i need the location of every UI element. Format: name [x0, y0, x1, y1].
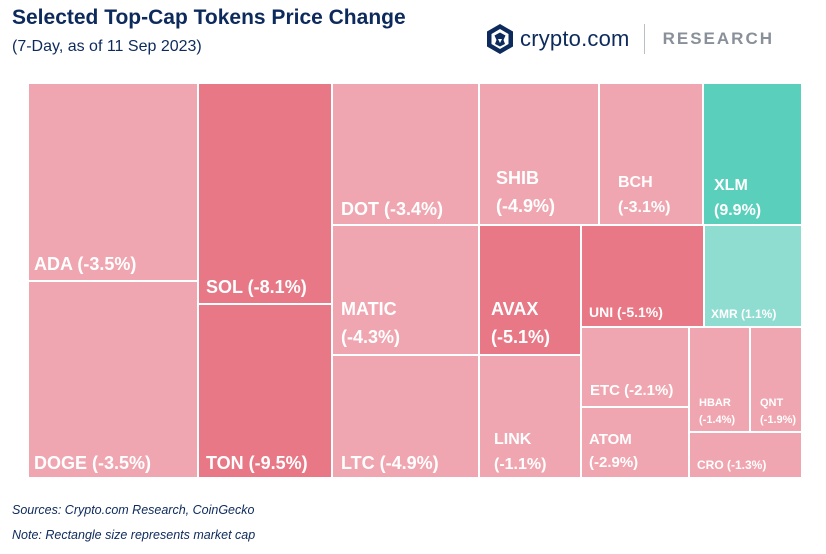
- treemap-cell-doge: [27, 280, 199, 479]
- treemap-label-dot: DOT (-3.4%): [341, 199, 443, 219]
- treemap-label-ada: ADA (-3.5%): [34, 254, 136, 274]
- brand-header: crypto.com RESEARCH: [486, 22, 774, 56]
- treemap-cell-xlm: [702, 82, 803, 226]
- crypto-com-lion-shield-icon: [487, 24, 513, 54]
- treemap-cell-bch: [598, 82, 704, 226]
- treemap-label-avax: AVAX (-5.1%): [491, 299, 550, 347]
- treemap-cell-qnt: [749, 326, 803, 433]
- treemap-label-ton: TON (-9.5%): [206, 453, 308, 473]
- treemap-label-hbar: HBAR (-1.4%): [699, 397, 735, 426]
- treemap-label-matic: MATIC (-4.3%): [341, 299, 400, 347]
- treemap-cell-ada: [27, 82, 199, 282]
- treemap-label-uni: UNI (-5.1%): [589, 304, 663, 320]
- treemap-cell-avax: [478, 224, 582, 356]
- treemap-cell-cro: [688, 431, 803, 479]
- chart-title: Selected Top-Cap Tokens Price Change: [12, 6, 406, 29]
- treemap-label-shib: SHIB (-4.9%): [496, 168, 555, 216]
- treemap-cell-shib: [478, 82, 600, 226]
- treemap-cell-ltc: [331, 354, 480, 479]
- treemap-cell-xmr: [703, 224, 803, 328]
- treemap-label-qnt: QNT (-1.9%): [760, 397, 796, 426]
- treemap-cell-etc: [580, 326, 690, 408]
- treemap-label-sol: SOL (-8.1%): [206, 277, 307, 297]
- brand-name: crypto.com: [520, 26, 630, 51]
- treemap-label-link: LINK (-1.1%): [494, 431, 546, 473]
- footer-sources: Sources: Crypto.com Research, CoinGecko: [12, 503, 255, 517]
- treemap-label-etc: ETC (-2.1%): [590, 382, 673, 399]
- treemap-label-atom: ATOM (-2.9%): [589, 431, 638, 471]
- treemap-label-xmr: XMR (1.1%): [711, 307, 776, 321]
- footer-note: Note: Rectangle size represents market c…: [12, 528, 256, 542]
- treemap-cell-atom: [580, 406, 690, 479]
- treemap-label-xlm: XLM (9.9%): [714, 177, 761, 219]
- treemap-label-bch: BCH (-3.1%): [618, 174, 670, 216]
- treemap-label-ltc: LTC (-4.9%): [341, 453, 439, 473]
- chart-subtitle: (7-Day, as of 11 Sep 2023): [12, 38, 202, 55]
- brand-tag: RESEARCH: [662, 29, 774, 48]
- treemap-label-doge: DOGE (-3.5%): [34, 453, 151, 473]
- treemap-cell-ton: [197, 303, 333, 479]
- treemap-cell-dot: [331, 82, 480, 226]
- treemap-cell-sol: [197, 82, 333, 305]
- brand-divider: [643, 24, 645, 54]
- treemap-label-cro: CRO (-1.3%): [697, 458, 766, 472]
- treemap-cell-hbar: [688, 326, 751, 433]
